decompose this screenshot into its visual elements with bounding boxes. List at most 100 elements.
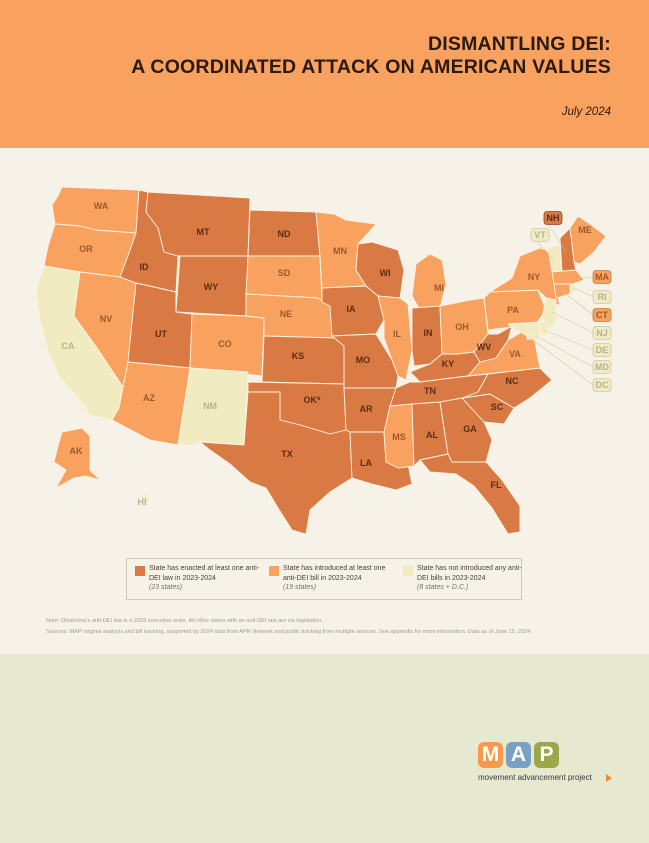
state-label-ca: CA <box>62 341 75 351</box>
title-line-2: A COORDINATED ATTACK ON AMERICAN VALUES <box>131 56 611 78</box>
map-legend: State has enacted at least one anti-DEI … <box>126 558 522 600</box>
callout-label-vt: VT <box>534 230 546 240</box>
state-hi[interactable] <box>117 483 151 505</box>
callout-box-de[interactable] <box>592 343 612 357</box>
header-banner: DISMANTLING DEI: A COORDINATED ATTACK ON… <box>0 0 649 148</box>
state-label-ga: GA <box>463 424 477 434</box>
state-mo[interactable] <box>331 333 399 389</box>
state-label-ok: OK* <box>303 395 321 405</box>
state-label-az: AZ <box>143 393 155 403</box>
legend-label-introduced: State has introduced at least one anti-D… <box>283 564 395 593</box>
legend-text-none: State has not introduced any anti-DEI bi… <box>417 565 522 582</box>
state-label-la: LA <box>360 458 372 468</box>
state-label-oh: OH <box>455 322 469 332</box>
state-label-hi: HI <box>138 497 147 507</box>
footnotes: Note: Oklahoma's anti-DEI law is a 2023 … <box>46 616 626 638</box>
state-label-wy: WY <box>204 282 219 292</box>
page-title: DISMANTLING DEI: A COORDINATED ATTACK ON… <box>131 33 611 79</box>
callout-line-md <box>535 335 594 368</box>
state-label-va: VA <box>509 349 521 359</box>
logo-tagline: movement advancement project <box>478 773 592 782</box>
state-label-mi: MI <box>434 283 444 293</box>
callout-line-de <box>543 329 594 351</box>
callout-label-dc: DC <box>596 380 609 390</box>
us-map: WA OR CA NV ID MT WY UT AZ CO NM ND SD NE KS OK* TX MN IA M… <box>35 186 612 535</box>
state-label-ms: MS <box>392 432 406 442</box>
state-label-sd: SD <box>278 268 291 278</box>
state-co[interactable] <box>189 313 265 377</box>
legend-count-none: (8 states + D.C.) <box>417 584 469 591</box>
callout-line-ri <box>573 287 594 298</box>
callout-label-ri: RI <box>598 292 607 302</box>
legend-label-none: State has not introduced any anti-DEI bi… <box>417 564 529 593</box>
state-label-me: ME <box>578 225 592 235</box>
legend-count-enacted: (23 states) <box>149 584 183 591</box>
callout-label-nj: NJ <box>596 328 608 338</box>
state-label-wv: WV <box>477 342 492 352</box>
callout-line-ma <box>579 276 594 279</box>
state-label-ne: NE <box>280 309 293 319</box>
callout-label-ct: CT <box>596 310 608 320</box>
legend-swatch-introduced <box>269 566 279 576</box>
callout-label-de: DE <box>596 345 609 355</box>
state-label-ky: KY <box>442 359 455 369</box>
state-label-ny: NY <box>528 272 541 282</box>
state-label-nm: NM <box>203 401 217 411</box>
state-il[interactable] <box>377 295 413 381</box>
state-label-wi: WI <box>380 268 391 278</box>
state-label-ia: IA <box>347 304 357 314</box>
state-ak[interactable] <box>53 427 101 489</box>
state-label-ak: AK <box>70 446 83 456</box>
state-me[interactable] <box>569 215 607 265</box>
state-label-ks: KS <box>292 351 305 361</box>
state-tx[interactable] <box>199 391 353 535</box>
state-label-ar: AR <box>360 404 373 414</box>
logo-letter-m: M <box>478 742 503 768</box>
logo-letter-a: A <box>506 742 531 768</box>
callout-box-nj[interactable] <box>592 326 612 340</box>
callout-box-ma[interactable] <box>592 270 612 284</box>
logo-letter-p: P <box>534 742 559 768</box>
callout-line-nj <box>551 311 594 334</box>
state-label-mn: MN <box>333 246 347 256</box>
callout-box-ri[interactable] <box>592 290 612 304</box>
state-label-or: OR <box>79 244 93 254</box>
state-label-mt: MT <box>197 227 210 237</box>
state-wv[interactable] <box>473 325 513 363</box>
callout-label-md: MD <box>595 362 609 372</box>
state-label-mo: MO <box>356 355 371 365</box>
state-label-id: ID <box>140 262 150 272</box>
state-label-sc: SC <box>491 402 504 412</box>
callout-line-ct <box>561 290 594 316</box>
callout-box-ct[interactable] <box>592 308 612 322</box>
state-label-il: IL <box>393 329 402 339</box>
state-label-wa: WA <box>94 201 109 211</box>
footnote-sources: Sources: MAP original analysis and bill … <box>46 629 532 635</box>
state-label-nc: NC <box>506 376 519 386</box>
callout-label-nh: NH <box>547 213 560 223</box>
state-label-tn: TN <box>424 386 436 396</box>
callout-box-md[interactable] <box>592 360 612 374</box>
state-label-al: AL <box>426 430 438 440</box>
state-ma[interactable] <box>551 269 585 285</box>
state-mi[interactable] <box>411 253 447 311</box>
state-label-nv: NV <box>100 314 113 324</box>
state-ri[interactable] <box>569 283 577 293</box>
state-label-pa: PA <box>507 305 519 315</box>
legend-text-enacted: State has enacted at least one anti-DEI … <box>149 565 260 582</box>
footnote-oklahoma: Note: Oklahoma's anti-DEI law is a 2023 … <box>46 618 323 624</box>
legend-text-introduced: State has introduced at least one anti-D… <box>283 565 386 582</box>
legend-label-enacted: State has enacted at least one anti-DEI … <box>149 564 261 593</box>
report-date: July 2024 <box>561 106 611 118</box>
state-label-ut: UT <box>155 329 167 339</box>
state-mt[interactable] <box>145 191 251 257</box>
callout-box-dc[interactable] <box>592 378 612 392</box>
state-label-nd: ND <box>278 229 291 239</box>
callout-box-nh[interactable] <box>543 211 563 225</box>
callout-box-vt[interactable] <box>530 228 550 242</box>
state-label-fl: FL <box>491 480 502 490</box>
logo-arrow-icon <box>606 774 612 782</box>
legend-swatch-none <box>403 566 413 576</box>
legend-swatch-enacted <box>135 566 145 576</box>
state-fl[interactable] <box>419 453 521 535</box>
